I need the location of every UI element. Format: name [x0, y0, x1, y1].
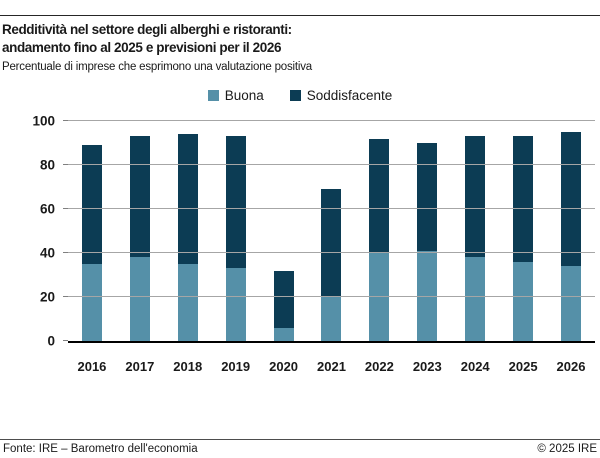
legend-label-soddisfacente: Soddisfacente: [306, 87, 393, 103]
bar-segment-buona-2020: [273, 327, 294, 341]
bar-segment-soddisfacente-2017: [129, 136, 150, 258]
bar-2021: [321, 121, 342, 341]
y-tick-mark: [63, 340, 68, 341]
legend-item-buona: Buona: [207, 87, 264, 103]
bar-slot-2023: [403, 121, 451, 341]
bar-slot-2025: [499, 121, 547, 341]
bar-segment-soddisfacente-2016: [81, 145, 102, 264]
legend-label-buona: Buona: [224, 87, 264, 103]
legend-swatch-buona: [207, 89, 219, 101]
x-axis-label-2018: 2018: [173, 358, 203, 374]
bar-slot-2018: [164, 121, 212, 341]
bar-2022: [369, 121, 390, 341]
y-tick-mark: [63, 296, 68, 297]
top-divider: [0, 15, 600, 16]
bar-segment-buona-2026: [561, 266, 582, 341]
gridline: [68, 296, 595, 297]
bar-2023: [417, 121, 438, 341]
y-tick-label: 100: [32, 113, 55, 129]
bar-segment-buona-2019: [225, 268, 246, 341]
bar-segment-soddisfacente-2021: [321, 189, 342, 297]
gridline: [68, 164, 595, 165]
y-tick-mark: [63, 164, 68, 165]
x-axis-label-2023: 2023: [412, 358, 442, 374]
bar-segment-soddisfacente-2025: [513, 136, 534, 262]
bar-slot-2026: [547, 121, 595, 341]
legend: Buona Soddisfacente: [0, 87, 600, 103]
x-axis-labels: 2016 2017 2018 2019 2020 2021 2022 2023 2024 2025…: [68, 353, 595, 379]
chart-subtitle: Percentuale di imprese che esprimono una…: [2, 61, 312, 73]
x-axis-label-2025: 2025: [508, 358, 538, 374]
bar-2017: [129, 121, 150, 341]
gridline: [68, 208, 595, 209]
bar-segment-soddisfacente-2026: [561, 132, 582, 267]
gridline: [68, 252, 595, 253]
bar-2024: [465, 121, 486, 341]
y-tick-label: 80: [39, 157, 55, 173]
x-axis-label-2016: 2016: [77, 358, 107, 374]
bar-2020: [273, 121, 294, 341]
bar-segment-soddisfacente-2022: [369, 138, 390, 253]
bar-2019: [225, 121, 246, 341]
bars-container: [68, 121, 595, 341]
chart-title-line2: andamento fino al 2025 e previsioni per …: [2, 40, 282, 55]
header: Redditività nel settore degli alberghi e…: [0, 21, 600, 74]
bar-segment-buona-2023: [417, 250, 438, 341]
bar-2026: [561, 121, 582, 341]
bar-2025: [513, 121, 534, 341]
footer-copyright: © 2025 IRE: [537, 443, 597, 455]
bar-segment-buona-2024: [465, 257, 486, 341]
y-tick-mark: [63, 120, 68, 121]
plot-area: 0 20 40 60 80 100: [32, 114, 595, 348]
legend-swatch-soddisfacente: [289, 89, 301, 101]
bar-segment-soddisfacente-2019: [225, 136, 246, 269]
y-tick-mark: [63, 252, 68, 253]
x-axis-label-2026: 2026: [556, 358, 586, 374]
bar-slot-2024: [451, 121, 499, 341]
y-tick-mark: [63, 208, 68, 209]
y-tick-label: 0: [47, 333, 55, 349]
legend-item-soddisfacente: Soddisfacente: [289, 87, 393, 103]
bar-segment-soddisfacente-2024: [465, 136, 486, 258]
y-tick-label: 60: [39, 201, 55, 217]
bar-segment-buona-2021: [321, 297, 342, 341]
x-axis-label-2022: 2022: [364, 358, 394, 374]
chart-title: Redditività nel settore degli alberghi e…: [2, 21, 600, 57]
footer-source: Fonte: IRE – Barometro dell'economia: [3, 443, 198, 455]
x-axis-label-2020: 2020: [269, 358, 299, 374]
bar-segment-soddisfacente-2023: [417, 143, 438, 251]
chart-title-line1: Redditività nel settore degli alberghi e…: [2, 22, 292, 37]
gridline: [68, 120, 595, 121]
bar-slot-2019: [212, 121, 260, 341]
bar-segment-soddisfacente-2018: [177, 134, 198, 264]
bar-slot-2016: [68, 121, 116, 341]
bar-segment-buona-2025: [513, 261, 534, 341]
bar-2016: [81, 121, 102, 341]
bar-segment-buona-2016: [81, 264, 102, 341]
x-axis-label-2017: 2017: [125, 358, 155, 374]
x-axis-label-2019: 2019: [221, 358, 251, 374]
bar-segment-buona-2022: [369, 253, 390, 341]
bar-2018: [177, 121, 198, 341]
chart: 0 20 40 60 80 100 2016 2017 2018 2019 2020 2021 202…: [0, 114, 600, 379]
x-axis-label-2021: 2021: [317, 358, 346, 374]
bar-slot-2017: [116, 121, 164, 341]
bar-segment-buona-2017: [129, 257, 150, 341]
x-axis-label-2024: 2024: [460, 358, 490, 374]
footer: Fonte: IRE – Barometro dell'economia © 2…: [0, 439, 600, 458]
bar-slot-2022: [355, 121, 403, 341]
bar-segment-buona-2018: [177, 264, 198, 341]
bar-slot-2020: [260, 121, 308, 341]
y-tick-label: 20: [39, 289, 55, 305]
y-tick-label: 40: [39, 245, 55, 261]
bar-segment-soddisfacente-2020: [273, 270, 294, 328]
bar-slot-2021: [308, 121, 356, 341]
